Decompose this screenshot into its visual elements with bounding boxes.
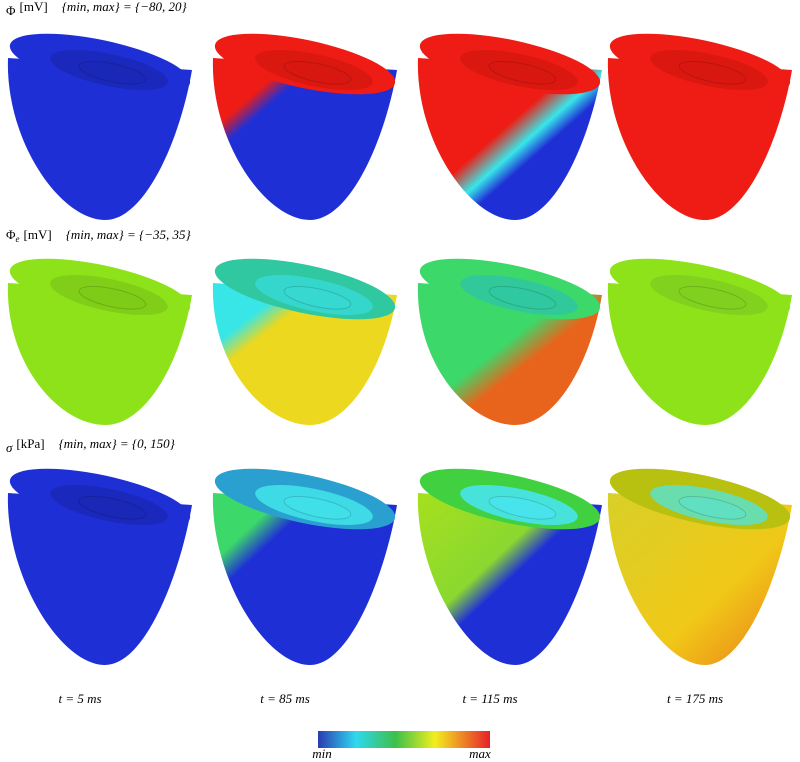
heart-panel <box>7 33 193 220</box>
colorbar-min: min <box>312 746 332 761</box>
heart-panel <box>417 33 602 220</box>
heart-cavity <box>488 285 557 310</box>
time-label: t = 85 ms <box>260 691 310 706</box>
heart-panel <box>212 33 397 220</box>
heart-panel <box>607 468 792 665</box>
heart-body <box>417 58 602 220</box>
time-label: t = 115 ms <box>462 691 517 706</box>
heart-panels <box>7 33 792 665</box>
heart-body <box>607 58 792 220</box>
heart-cavity <box>678 60 747 85</box>
heart-panel <box>607 33 792 220</box>
heart-body <box>7 493 193 665</box>
heart-panel <box>212 468 397 665</box>
heart-cavity <box>678 495 747 520</box>
heart-body <box>212 58 397 220</box>
heart-panel <box>212 258 397 425</box>
colorbar-gradient <box>318 731 490 748</box>
colorbar: min max <box>312 731 491 761</box>
heart-cavity <box>283 60 352 85</box>
row-label: Φ [mV] {min, max} = {−80, 20} <box>6 0 187 18</box>
heart-cavity <box>488 60 557 85</box>
heart-body <box>417 493 602 665</box>
heart-body <box>607 493 792 665</box>
heart-cavity <box>78 285 147 310</box>
heart-body <box>7 58 193 220</box>
heart-panel <box>417 258 602 425</box>
heart-panel <box>607 258 792 425</box>
heart-cavity <box>78 60 147 85</box>
heart-cavity <box>283 285 352 310</box>
heart-cavity <box>488 495 557 520</box>
heart-cavity <box>678 285 747 310</box>
time-label: t = 175 ms <box>667 691 723 706</box>
colorbar-max: max <box>469 746 491 761</box>
time-label: t = 5 ms <box>58 691 101 706</box>
heart-panel <box>7 468 193 665</box>
row-label: σ [kPa] {min, max} = {0, 150} <box>6 436 176 455</box>
heart-panel <box>7 258 193 425</box>
row-label: Φe [mV] {min, max} = {−35, 35} <box>6 227 191 244</box>
heart-cavity <box>78 495 147 520</box>
row-labels: Φ [mV] {min, max} = {−80, 20} Φe [mV] {min, … <box>6 0 191 455</box>
heart-panel <box>417 468 602 665</box>
heart-body <box>212 493 397 665</box>
time-labels: t = 5 ms t = 85 ms t = 115 ms t = 175 ms <box>58 691 723 706</box>
heart-cavity <box>283 495 352 520</box>
